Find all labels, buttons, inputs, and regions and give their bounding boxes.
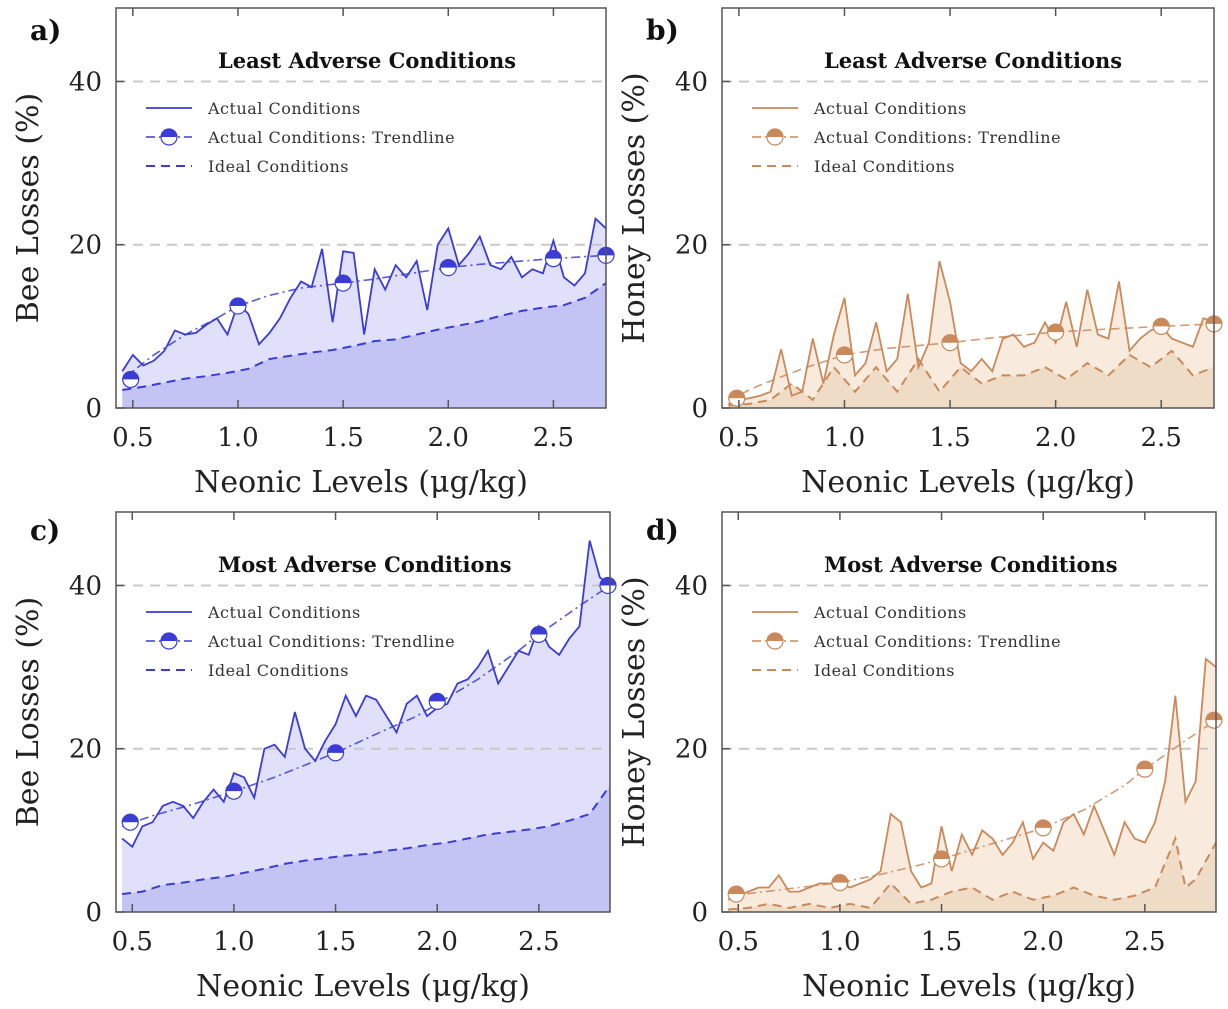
- panel-0: 0.5 1.0 1.5 2.0 2.5 0 20 40 Neonic Levels (μg/kg…: [11, 8, 614, 500]
- trend-marker: [832, 875, 848, 891]
- x-tick-label: 0.5: [718, 927, 759, 957]
- y-tick-label: 20: [69, 735, 102, 765]
- legend-label: Ideal Conditions: [208, 661, 349, 680]
- x-tick-label: 1.5: [315, 927, 356, 957]
- x-tick-label: 0.5: [112, 927, 153, 957]
- x-tick-label: 2.0: [1035, 423, 1076, 453]
- trend-marker: [230, 298, 246, 314]
- y-axis-title: Bee Losses (%): [11, 597, 46, 827]
- legend-label: Actual Conditions: [813, 603, 967, 622]
- x-tick-label: 2.5: [1124, 927, 1165, 957]
- y-tick-label: 0: [85, 898, 102, 928]
- x-tick-label: 2.0: [417, 927, 458, 957]
- x-tick-label: 1.5: [322, 423, 363, 453]
- trend-marker: [729, 390, 745, 406]
- y-axis-title: Bee Losses (%): [11, 93, 46, 323]
- trend-marker: [226, 783, 242, 799]
- panel-title: Most Adverse Conditions: [824, 552, 1118, 577]
- x-tick-label: 1.0: [819, 927, 860, 957]
- y-tick-label: 0: [85, 394, 102, 424]
- legend-label: Ideal Conditions: [208, 157, 349, 176]
- x-tick-label: 2.5: [533, 423, 574, 453]
- trend-marker: [335, 275, 351, 291]
- legend-label: Actual Conditions: Trendline: [813, 128, 1061, 147]
- trend-marker: [531, 626, 547, 642]
- y-tick-label: 40: [69, 67, 102, 97]
- legend-label: Actual Conditions: [207, 603, 361, 622]
- x-axis-title: Neonic Levels (μg/kg): [194, 465, 528, 500]
- panel-letter: d): [646, 514, 679, 547]
- y-tick-label: 40: [675, 67, 708, 97]
- legend-label: Actual Conditions: Trendline: [207, 632, 455, 651]
- panel-letter: c): [30, 514, 60, 547]
- trend-marker: [942, 335, 958, 351]
- trend-marker: [934, 851, 950, 867]
- x-tick-label: 2.0: [428, 423, 469, 453]
- legend: Actual Conditions Actual Conditions: Tren…: [752, 99, 1061, 176]
- trend-marker: [836, 347, 852, 363]
- y-tick-label: 0: [691, 898, 708, 928]
- trend-marker: [1206, 712, 1222, 728]
- legend: Actual Conditions Actual Conditions: Tren…: [146, 603, 455, 680]
- actual-area-fill: [728, 659, 1216, 912]
- panel-title: Most Adverse Conditions: [218, 552, 512, 577]
- legend-label: Ideal Conditions: [814, 157, 955, 176]
- x-tick-label: 0.5: [112, 423, 153, 453]
- trend-marker: [1035, 820, 1051, 836]
- trend-marker: [1048, 324, 1064, 340]
- x-axis-title: Neonic Levels (μg/kg): [801, 465, 1135, 500]
- trend-marker: [545, 251, 561, 267]
- x-tick-label: 1.5: [929, 423, 970, 453]
- x-tick-label: 1.5: [921, 927, 962, 957]
- x-axis-title: Neonic Levels (μg/kg): [196, 969, 530, 1004]
- trend-marker: [1153, 318, 1169, 334]
- legend-swatch-marker: [767, 633, 783, 649]
- panel-title: Least Adverse Conditions: [218, 48, 516, 73]
- x-tick-label: 2.5: [1141, 423, 1182, 453]
- panel-2: 0.5 1.0 1.5 2.0 2.5 0 20 40 Neonic Levels (μg/kg…: [11, 512, 616, 1004]
- x-tick-label: 0.5: [718, 423, 759, 453]
- x-tick-label: 1.0: [213, 927, 254, 957]
- panel-letter: a): [30, 14, 61, 47]
- x-tick-label: 2.5: [518, 927, 559, 957]
- trend-marker: [429, 693, 445, 709]
- legend-label: Ideal Conditions: [814, 661, 955, 680]
- trend-marker: [728, 886, 744, 902]
- panel-title: Least Adverse Conditions: [824, 48, 1122, 73]
- legend-label: Actual Conditions: Trendline: [813, 632, 1061, 651]
- y-tick-label: 40: [69, 571, 102, 601]
- trend-marker: [1137, 761, 1153, 777]
- legend: Actual Conditions Actual Conditions: Tren…: [752, 603, 1061, 680]
- legend-swatch-marker: [161, 129, 177, 145]
- trend-marker: [440, 260, 456, 276]
- y-tick-label: 20: [675, 735, 708, 765]
- trend-marker: [123, 371, 139, 387]
- trend-marker: [328, 745, 344, 761]
- y-tick-label: 20: [69, 231, 102, 261]
- x-tick-label: 1.0: [217, 423, 258, 453]
- x-axis-title: Neonic Levels (μg/kg): [802, 969, 1136, 1004]
- panel-1: 0.5 1.0 1.5 2.0 2.5 0 20 40 Neonic Levels (μg/kg…: [617, 8, 1222, 500]
- y-tick-label: 0: [691, 394, 708, 424]
- panel-letter: b): [646, 14, 679, 47]
- y-tick-label: 20: [675, 231, 708, 261]
- legend-swatch-marker: [767, 129, 783, 145]
- legend: Actual Conditions Actual Conditions: Tren…: [146, 99, 455, 176]
- legend-swatch-marker: [161, 633, 177, 649]
- legend-label: Actual Conditions: Trendline: [207, 128, 455, 147]
- y-axis-title: Honey Losses (%): [617, 72, 652, 343]
- panel-3: 0.5 1.0 1.5 2.0 2.5 0 20 40 Neonic Levels (μg/kg…: [617, 512, 1222, 1004]
- legend-label: Actual Conditions: [813, 99, 967, 118]
- trend-marker: [122, 814, 138, 830]
- x-tick-label: 2.0: [1023, 927, 1064, 957]
- trend-marker: [600, 577, 616, 593]
- y-axis-title: Honey Losses (%): [617, 576, 652, 847]
- legend-label: Actual Conditions: [207, 99, 361, 118]
- x-tick-label: 1.0: [824, 423, 865, 453]
- y-tick-label: 40: [675, 571, 708, 601]
